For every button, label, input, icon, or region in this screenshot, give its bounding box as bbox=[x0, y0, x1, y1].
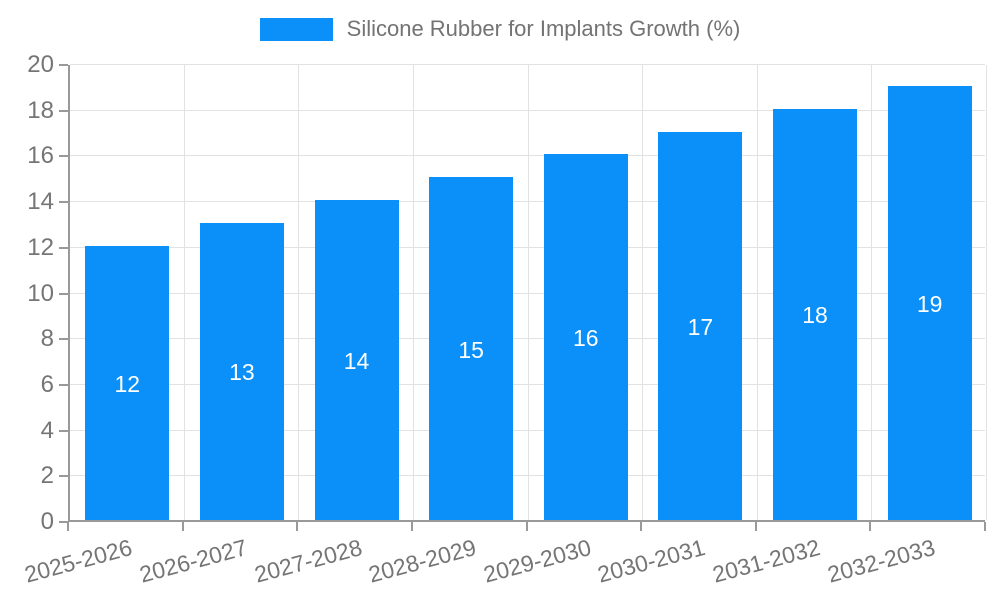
bar-value-label: 19 bbox=[916, 290, 943, 317]
v-gridline bbox=[756, 65, 758, 520]
x-tick-mark bbox=[181, 522, 184, 531]
y-tick-mark bbox=[59, 246, 68, 249]
y-tick-mark bbox=[59, 429, 68, 432]
x-tick-mark bbox=[296, 522, 299, 531]
v-gridline bbox=[642, 65, 644, 520]
y-tick-label: 18 bbox=[27, 96, 54, 124]
v-gridline bbox=[412, 65, 414, 520]
y-tick-label: 20 bbox=[27, 51, 54, 78]
y-tick-mark bbox=[59, 338, 68, 341]
y-tick-mark bbox=[59, 155, 68, 158]
x-tick-mark bbox=[67, 522, 69, 531]
y-tick-mark bbox=[59, 64, 68, 66]
x-tick-mark bbox=[525, 522, 528, 531]
bar bbox=[773, 108, 858, 520]
y-tick-label: 10 bbox=[27, 279, 54, 307]
y-tick-label: 6 bbox=[40, 370, 54, 398]
x-tick-mark bbox=[869, 522, 872, 531]
bar-value-label: 13 bbox=[229, 359, 255, 386]
y-tick-label: 8 bbox=[40, 325, 54, 353]
bar bbox=[314, 200, 399, 520]
y-tick-mark bbox=[59, 521, 68, 523]
v-gridline bbox=[527, 65, 529, 520]
y-tick-label: 0 bbox=[40, 508, 54, 535]
legend-label: Silicone Rubber for Implants Growth (%) bbox=[346, 16, 741, 41]
h-gridline bbox=[70, 64, 985, 65]
bar bbox=[543, 154, 628, 520]
x-tick-mark bbox=[640, 522, 643, 531]
y-tick-mark bbox=[59, 383, 68, 386]
y-tick-mark bbox=[59, 475, 68, 478]
y-tick-label: 4 bbox=[40, 416, 54, 444]
plot-area: 12 13 14 15 16 17 18 19 bbox=[68, 64, 987, 522]
v-gridline bbox=[298, 65, 300, 520]
y-tick-label: 14 bbox=[27, 188, 54, 216]
v-gridline bbox=[986, 65, 987, 520]
bar-value-label: 18 bbox=[802, 302, 828, 329]
y-tick-mark bbox=[59, 109, 68, 112]
v-gridline bbox=[183, 65, 185, 520]
legend-item[interactable]: Silicone Rubber for Implants Growth (%) bbox=[0, 16, 1000, 42]
x-tick-mark bbox=[754, 522, 757, 531]
x-tick-mark bbox=[984, 522, 986, 531]
legend-swatch-icon bbox=[259, 17, 333, 41]
y-tick-label: 2 bbox=[40, 462, 54, 490]
bar-value-label: 14 bbox=[343, 348, 370, 375]
x-tick-mark bbox=[410, 522, 413, 531]
bar bbox=[199, 222, 284, 520]
bar-value-label: 12 bbox=[114, 370, 141, 397]
bar bbox=[85, 245, 170, 520]
bar bbox=[658, 131, 743, 520]
y-tick-label: 12 bbox=[27, 233, 54, 261]
bar-value-label: 16 bbox=[573, 325, 599, 352]
bar-value-label: 15 bbox=[458, 336, 484, 363]
y-tick-mark bbox=[59, 292, 68, 295]
bar bbox=[887, 85, 972, 520]
bar bbox=[429, 177, 514, 520]
y-tick-label: 16 bbox=[27, 142, 54, 170]
bar-value-label: 17 bbox=[687, 313, 714, 340]
y-tick-mark bbox=[59, 201, 68, 204]
v-gridline bbox=[871, 65, 873, 520]
